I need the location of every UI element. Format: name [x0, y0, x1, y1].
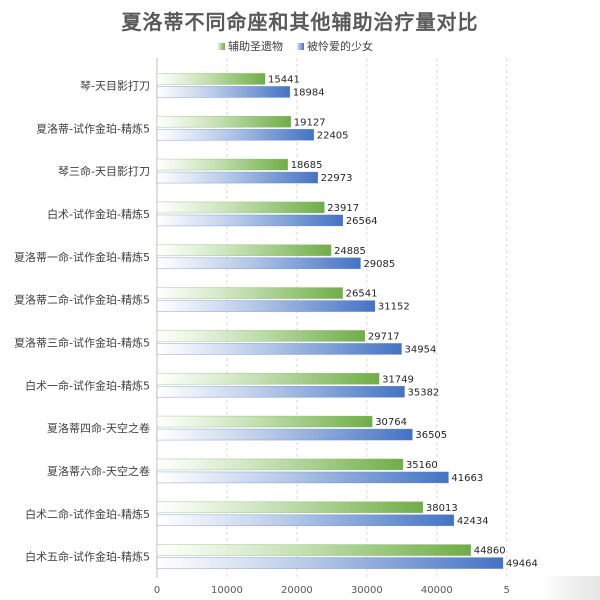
- data-label: 29085: [363, 259, 395, 270]
- bar-series-1: [156, 372, 380, 385]
- data-label: 35160: [406, 460, 438, 471]
- data-label: 41663: [451, 473, 483, 484]
- bar-series-2: [156, 428, 413, 441]
- bar-series-1: [156, 501, 424, 514]
- legend-item-series-1: 辅助圣遗物: [218, 38, 283, 54]
- bar-series-2: [156, 557, 504, 569]
- bar-series-2: [156, 300, 376, 312]
- bar-series-2: [156, 343, 402, 355]
- data-label: 22973: [321, 173, 353, 184]
- data-label: 36505: [415, 430, 447, 441]
- x-tick-label: 0: [154, 585, 160, 596]
- data-label: 24885: [334, 246, 366, 257]
- bar-series-1: [156, 415, 373, 428]
- chart-title: 夏洛蒂不同命座和其他辅助治疗量对比: [121, 10, 479, 34]
- bar-series-2: [156, 86, 291, 98]
- corner-overlay: [542, 576, 600, 600]
- x-tick-label: 5: [504, 585, 510, 596]
- category-label: 夏洛蒂一命-试作金珀-精炼5: [14, 250, 150, 264]
- bar-series-1: [156, 458, 404, 471]
- x-tick-label: 40000: [421, 585, 453, 596]
- category-label: 白术-试作金珀-精炼5: [47, 207, 150, 221]
- category-label: 白术一命-试作金珀-精炼5: [25, 378, 150, 392]
- data-label: 26541: [346, 289, 378, 300]
- legend: 辅助圣遗物 被怜爱的少女: [218, 38, 373, 54]
- legend-label-series-2: 被怜爱的少女: [307, 40, 373, 53]
- bar-series-1: [156, 544, 472, 556]
- legend-swatch-blue: [297, 42, 304, 50]
- category-label: 夏洛蒂-试作金珀-精炼5: [36, 121, 150, 135]
- bar-series-1: [156, 330, 366, 342]
- bar-series-2: [156, 385, 405, 398]
- data-label: 35382: [407, 387, 439, 398]
- bar-series-1: [156, 115, 292, 128]
- data-label: 23917: [327, 203, 359, 214]
- bars: [156, 73, 504, 569]
- data-label: 42434: [457, 516, 489, 527]
- bar-series-1: [156, 73, 266, 85]
- data-label: 22405: [317, 130, 349, 141]
- category-label: 白术五命-试作金珀-精炼5: [25, 550, 150, 564]
- data-label: 34954: [405, 344, 437, 355]
- legend-swatch-green: [218, 42, 225, 50]
- bar-series-2: [156, 214, 344, 227]
- data-label: 49464: [506, 559, 538, 570]
- x-tick-label: 10000: [211, 585, 243, 596]
- gridlines: [156, 58, 508, 578]
- data-label: 31749: [382, 374, 414, 385]
- data-label: 26564: [346, 216, 378, 227]
- category-label: 夏洛蒂六命-天空之卷: [47, 464, 150, 478]
- data-label: 18984: [293, 87, 325, 98]
- data-label: 31152: [378, 302, 410, 313]
- bar-series-1: [156, 201, 325, 214]
- bar-series-2: [156, 471, 449, 484]
- category-label: 琴-天目影打刀: [80, 78, 150, 92]
- data-label: 30764: [375, 417, 407, 428]
- category-label: 夏洛蒂三命-试作金珀-精炼5: [14, 335, 150, 349]
- data-label: 38013: [426, 503, 458, 514]
- category-label: 夏洛蒂二命-试作金珀-精炼5: [14, 293, 150, 307]
- bar-series-2: [156, 514, 455, 527]
- data-label: 15441: [268, 74, 300, 85]
- bar-series-1: [156, 287, 343, 299]
- legend-label-series-1: 辅助圣遗物: [228, 40, 283, 53]
- category-label: 琴三命-天目影打刀: [58, 164, 150, 178]
- x-tick-label: 20000: [281, 585, 313, 596]
- legend-item-series-2: 被怜爱的少女: [297, 38, 373, 54]
- bar-series-1: [156, 244, 332, 257]
- bar-series-2: [156, 128, 315, 141]
- data-label: 19127: [294, 117, 326, 128]
- bar-series-1: [156, 158, 289, 171]
- category-label: 白术二命-试作金珀-精炼5: [25, 507, 150, 521]
- x-tick-label: 30000: [351, 585, 383, 596]
- data-labels: 15441 18984 19127 22405 18685 22973 23917 26564…: [268, 74, 538, 569]
- x-axis-ticks: 0 10000 20000 30000 40000 5: [154, 585, 510, 596]
- data-label: 44860: [474, 546, 506, 557]
- bar-series-2: [156, 257, 361, 270]
- category-label: 夏洛蒂四命-天空之卷: [47, 421, 150, 435]
- bar-series-2: [156, 171, 318, 184]
- data-label: 29717: [368, 331, 400, 342]
- data-label: 18685: [291, 160, 323, 171]
